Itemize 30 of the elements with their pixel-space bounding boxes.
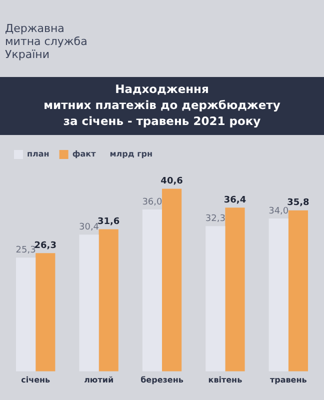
data-label: 36,0 (142, 197, 162, 208)
bar (162, 188, 182, 372)
bar (98, 229, 118, 372)
data-label: 31,6 (97, 217, 120, 228)
x-tick-label: січень (21, 375, 50, 384)
bar (142, 209, 162, 372)
data-label: 34,0 (268, 206, 289, 216)
data-label: 32,3 (205, 214, 226, 224)
data-label: 25,3 (16, 245, 36, 256)
bar (16, 258, 36, 372)
legend-label: план (27, 150, 50, 159)
bar (288, 210, 308, 372)
x-tick-label: лютий (84, 375, 114, 384)
y-axis-title: млрд грн (110, 150, 153, 159)
bar (268, 218, 288, 372)
data-label: 35,8 (287, 198, 310, 208)
x-tick-label: квітень (208, 375, 242, 384)
data-label: 26,3 (34, 240, 57, 251)
legend-label: факт (72, 150, 96, 159)
chart-title: Надходження митних платежів до держбюджету за січень - травень 2021 року (42, 81, 282, 129)
bar (79, 234, 99, 372)
data-label: 40,6 (160, 176, 183, 187)
text: Державна митна служба України (5, 22, 88, 61)
x-tick-label: травень (270, 375, 307, 384)
bar (206, 226, 226, 372)
x-tick-label: березень (140, 375, 184, 384)
data-label: 30,4 (78, 222, 100, 233)
bar (36, 253, 56, 372)
bar (225, 208, 245, 372)
data-label: 36,4 (224, 196, 246, 206)
